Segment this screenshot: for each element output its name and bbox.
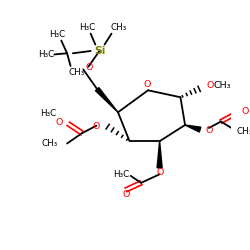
Text: O: O [205,126,212,135]
Text: H₃C: H₃C [113,170,129,178]
Text: O: O [93,122,100,131]
Text: H₃C: H₃C [40,109,57,118]
Text: O: O [241,107,248,116]
Text: O: O [206,81,214,90]
Text: H₃C: H₃C [79,23,95,32]
Text: CH₃: CH₃ [68,68,84,77]
Text: O: O [143,80,150,89]
Text: CH₃: CH₃ [237,127,250,136]
Text: O: O [122,190,130,199]
Text: CH₃: CH₃ [213,81,231,90]
Text: CH₃: CH₃ [110,23,126,32]
Polygon shape [185,125,201,132]
Text: CH₃: CH₃ [41,139,57,148]
Text: H₃C: H₃C [49,30,66,39]
Polygon shape [96,88,118,112]
Text: H₃C: H₃C [38,50,54,59]
Text: O: O [55,118,62,127]
Text: Si: Si [94,46,105,56]
Text: O: O [86,63,93,72]
Text: O: O [157,168,164,177]
Polygon shape [157,141,162,168]
